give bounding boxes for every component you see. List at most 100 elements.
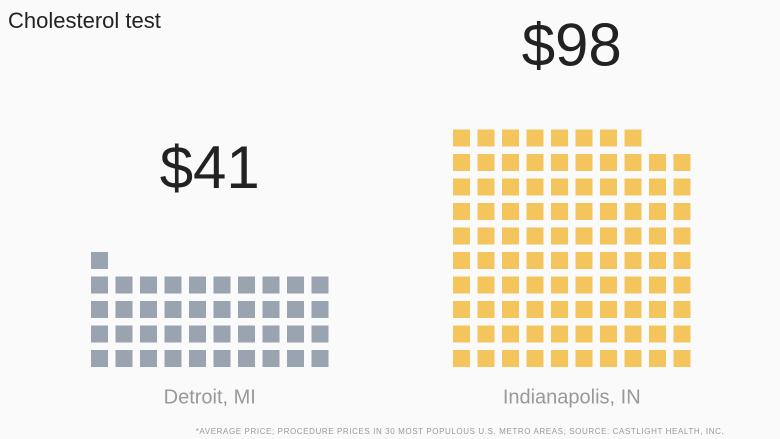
unit-square	[575, 276, 593, 294]
unit-square	[453, 203, 470, 220]
unit-square	[189, 301, 206, 318]
unit-square	[453, 350, 470, 367]
unit-square	[600, 227, 617, 245]
unit-square	[575, 301, 593, 318]
unit-square	[115, 325, 133, 343]
unit-square	[502, 276, 519, 294]
unit-square	[477, 154, 495, 171]
unit-square	[238, 350, 255, 367]
unit-square	[526, 178, 544, 196]
unit-square	[453, 129, 470, 147]
unit-square	[311, 325, 329, 343]
unit-square	[575, 227, 593, 245]
unit-square	[477, 301, 495, 318]
unit-square	[453, 325, 470, 343]
unit-square	[526, 325, 544, 343]
unit-square	[551, 178, 568, 196]
unit-square	[624, 276, 642, 294]
unit-square	[262, 325, 280, 343]
unit-square	[502, 252, 519, 269]
unit-square	[213, 276, 231, 294]
unit-square	[673, 227, 691, 245]
unit-square	[213, 301, 231, 318]
unit-square	[502, 154, 519, 171]
unit-square	[238, 301, 255, 318]
unit-square	[115, 301, 133, 318]
unit-square	[477, 227, 495, 245]
unit-square	[502, 129, 519, 147]
unit-square	[453, 301, 470, 318]
unit-square	[575, 325, 593, 343]
unit-square	[526, 203, 544, 220]
unit-square	[477, 252, 495, 269]
unit-square	[526, 154, 544, 171]
unit-square	[624, 154, 642, 171]
unit-square	[649, 276, 666, 294]
unit-square	[311, 301, 329, 318]
unit-square	[453, 227, 470, 245]
unit-square	[140, 350, 157, 367]
unit-square	[502, 178, 519, 196]
waffle	[91, 252, 329, 367]
unit-square	[526, 129, 544, 147]
unit-square	[189, 276, 206, 294]
unit-square	[551, 203, 568, 220]
unit-square	[600, 154, 617, 171]
unit-square	[624, 301, 642, 318]
unit-square	[551, 276, 568, 294]
unit-square	[311, 350, 329, 367]
unit-square	[600, 252, 617, 269]
unit-square	[502, 325, 519, 343]
unit-square	[551, 252, 568, 269]
unit-square	[551, 350, 568, 367]
unit-square	[238, 276, 255, 294]
unit-square	[551, 325, 568, 343]
unit-square	[575, 350, 593, 367]
unit-square	[673, 252, 691, 269]
unit-square	[575, 178, 593, 196]
unit-square	[624, 252, 642, 269]
unit-square	[673, 325, 691, 343]
unit-square	[477, 203, 495, 220]
unit-square	[575, 252, 593, 269]
unit-square	[213, 325, 231, 343]
unit-square	[624, 227, 642, 245]
waffle	[453, 129, 691, 367]
unit-square	[600, 325, 617, 343]
unit-square	[624, 325, 642, 343]
category-label: Detroit, MI	[164, 386, 256, 408]
unit-square	[600, 129, 617, 147]
unit-square	[238, 325, 255, 343]
unit-square	[526, 276, 544, 294]
unit-square	[115, 350, 133, 367]
chart-title: Cholesterol test	[8, 8, 161, 33]
unit-square	[477, 350, 495, 367]
unit-square	[502, 350, 519, 367]
unit-square	[551, 227, 568, 245]
unit-square	[287, 325, 304, 343]
unit-square	[600, 203, 617, 220]
unit-square	[600, 276, 617, 294]
unit-square	[551, 154, 568, 171]
unit-square	[213, 350, 231, 367]
unit-square	[673, 276, 691, 294]
unit-square	[164, 276, 182, 294]
value-label: $41	[160, 134, 260, 201]
unit-square	[600, 301, 617, 318]
unit-square	[551, 301, 568, 318]
unit-square	[477, 325, 495, 343]
unit-square	[624, 203, 642, 220]
footnote: *AVERAGE PRICE; PROCEDURE PRICES IN 30 M…	[196, 427, 725, 436]
unit-square	[91, 252, 108, 269]
unit-square	[575, 203, 593, 220]
unit-square	[164, 350, 182, 367]
category-label: Indianapolis, IN	[503, 386, 641, 408]
unit-square	[649, 227, 666, 245]
unit-square	[649, 203, 666, 220]
unit-square	[575, 129, 593, 147]
unit-square	[526, 252, 544, 269]
unit-square	[453, 252, 470, 269]
unit-square	[649, 301, 666, 318]
unit-square	[91, 301, 108, 318]
unit-square	[164, 301, 182, 318]
